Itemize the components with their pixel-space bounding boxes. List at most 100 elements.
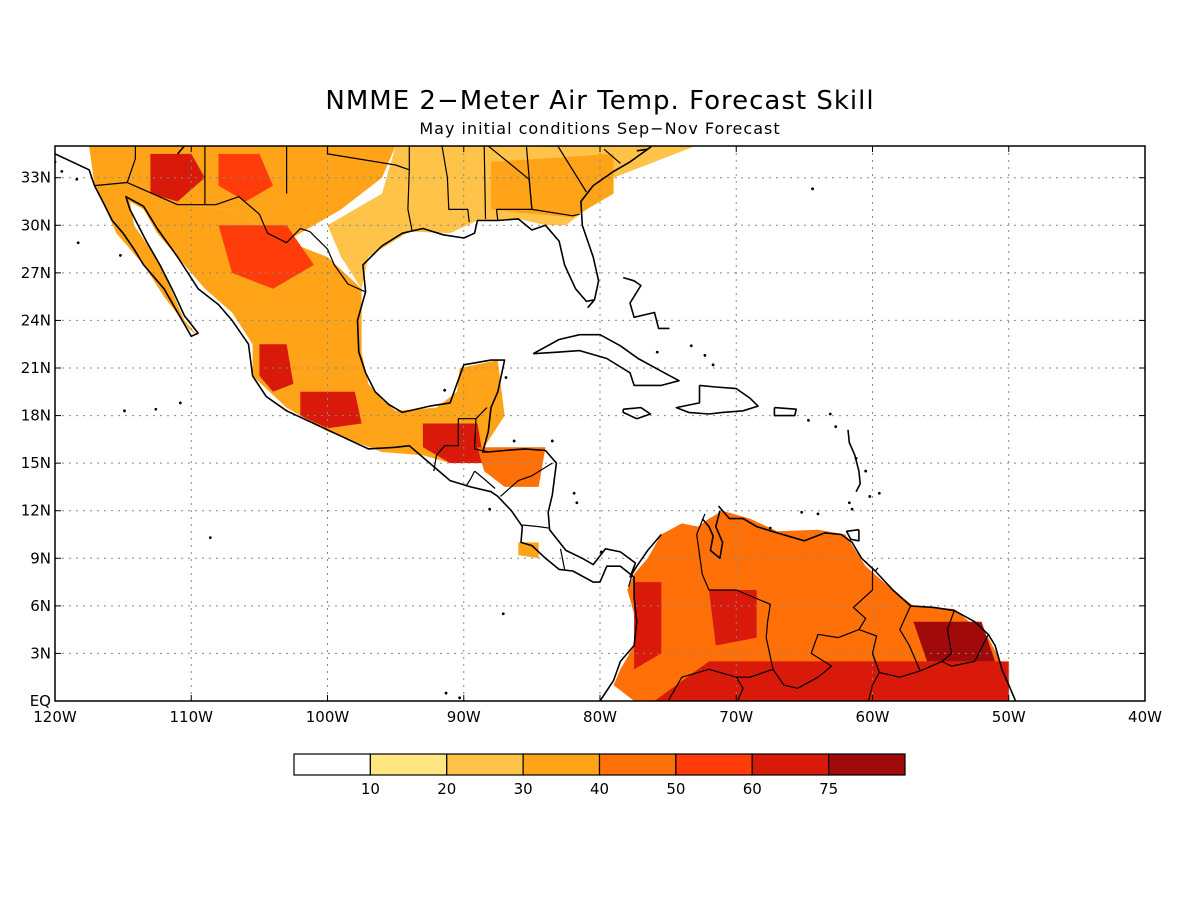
island-dot <box>575 501 579 505</box>
colorbar-label: 30 <box>514 780 533 798</box>
coastline-segment <box>622 276 670 330</box>
island-dot <box>488 507 492 511</box>
coastline-segment <box>636 148 648 152</box>
skill-shading-layer <box>89 146 1009 701</box>
island-dot <box>123 409 126 413</box>
island-dot <box>512 439 516 443</box>
island-dot <box>868 495 872 498</box>
lon-label-60W: 60W <box>856 708 890 726</box>
island-dot <box>655 350 659 354</box>
border-segment <box>483 146 487 219</box>
border-segment <box>858 605 921 678</box>
border-segment <box>433 418 489 472</box>
island-dot <box>550 439 554 443</box>
border-segment <box>919 610 955 672</box>
island-dot <box>854 456 858 460</box>
colorbar: 10 20 30 40 50 60 75 <box>293 753 906 798</box>
island-dot <box>443 388 447 392</box>
lon-label-110W: 110W <box>170 708 214 726</box>
map-subtitle: May initial conditions Sep−Nov Forecast <box>419 119 781 138</box>
lat-label-EQ: EQ <box>30 692 51 710</box>
skill-region-mexico-west-high <box>259 344 294 392</box>
skill-region-mexico-north <box>95 182 505 464</box>
island-dot <box>504 376 508 379</box>
colorbar-label: 50 <box>666 780 685 798</box>
coastlines <box>55 146 1017 701</box>
lat-label-12N: 12N <box>21 502 51 520</box>
colorbar-box <box>598 753 677 776</box>
colorbar-box <box>293 753 371 776</box>
skill-region-mexico-south-high <box>300 391 362 429</box>
border-segment <box>531 208 580 217</box>
lon-label-80W: 80W <box>583 708 617 726</box>
coastline-segment <box>675 384 759 415</box>
lon-label-120W: 120W <box>33 708 77 726</box>
coastline-segment <box>55 153 638 701</box>
island-dot <box>154 407 158 411</box>
colorbar-label: 60 <box>743 780 762 798</box>
border-segment <box>407 146 413 231</box>
colorbar-label: 10 <box>361 780 380 798</box>
colorbar-label: 75 <box>819 780 838 798</box>
skill-region-guiana-high <box>913 621 996 662</box>
island-dot <box>877 491 881 495</box>
skill-region-mexico-high <box>218 225 314 289</box>
skill-region-honduras <box>477 447 546 487</box>
colorbar-box <box>828 753 906 776</box>
island-dot <box>703 353 707 357</box>
lat-label-27N: 27N <box>21 264 51 282</box>
lat-label-33N: 33N <box>21 169 51 187</box>
border-segment <box>603 148 621 164</box>
coastline-segment <box>622 406 652 420</box>
map-title: NMME 2−Meter Air Temp. Forecast Skill <box>325 86 875 116</box>
coastline-segment <box>701 510 724 560</box>
coastline-segment <box>532 333 680 387</box>
lat-label-21N: 21N <box>21 359 51 377</box>
island-dot <box>834 425 838 429</box>
lon-label-40W: 40W <box>1128 708 1162 726</box>
colorbar-label: 20 <box>437 780 456 798</box>
lat-label-30N: 30N <box>21 216 51 234</box>
island-dot <box>599 550 603 554</box>
island-dot <box>444 691 448 695</box>
island-dot <box>60 169 64 173</box>
border-segment <box>441 146 470 223</box>
border-segment <box>559 548 566 570</box>
lon-label-100W: 100W <box>306 708 350 726</box>
island-dot <box>768 526 772 530</box>
colorbar-label: 40 <box>590 780 609 798</box>
coastline-segment <box>847 429 862 493</box>
border-segment <box>475 407 488 420</box>
lon-label-90W: 90W <box>447 708 481 726</box>
skill-region-southeast-us-mid <box>491 153 614 218</box>
lat-label-15N: 15N <box>21 454 51 472</box>
island-dot <box>828 412 832 416</box>
colorbar-box <box>751 753 830 776</box>
island-dot <box>75 177 79 181</box>
island-dot <box>864 469 868 473</box>
island-dot <box>119 254 122 257</box>
skill-region-colombia-high <box>634 582 662 670</box>
border-segment <box>941 634 989 667</box>
political-borders <box>94 146 989 701</box>
border-segment <box>867 653 880 701</box>
border-segment <box>772 569 874 689</box>
lat-label-6N: 6N <box>30 597 51 615</box>
border-segment <box>557 146 587 193</box>
lon-label-50W: 50W <box>992 708 1026 726</box>
gridlines <box>55 146 1145 701</box>
border-segment <box>465 470 476 486</box>
island-dot <box>711 363 715 367</box>
island-dot <box>689 344 693 348</box>
island-dot <box>178 401 182 405</box>
island-dot <box>850 507 854 511</box>
border-segment <box>525 146 533 210</box>
coastline-segment <box>356 146 653 578</box>
skill-region-venezuela-high <box>709 590 757 646</box>
border-segment <box>474 470 496 489</box>
colorbar-box <box>522 753 601 776</box>
lon-label-70W: 70W <box>719 708 753 726</box>
border-segment <box>874 567 879 572</box>
